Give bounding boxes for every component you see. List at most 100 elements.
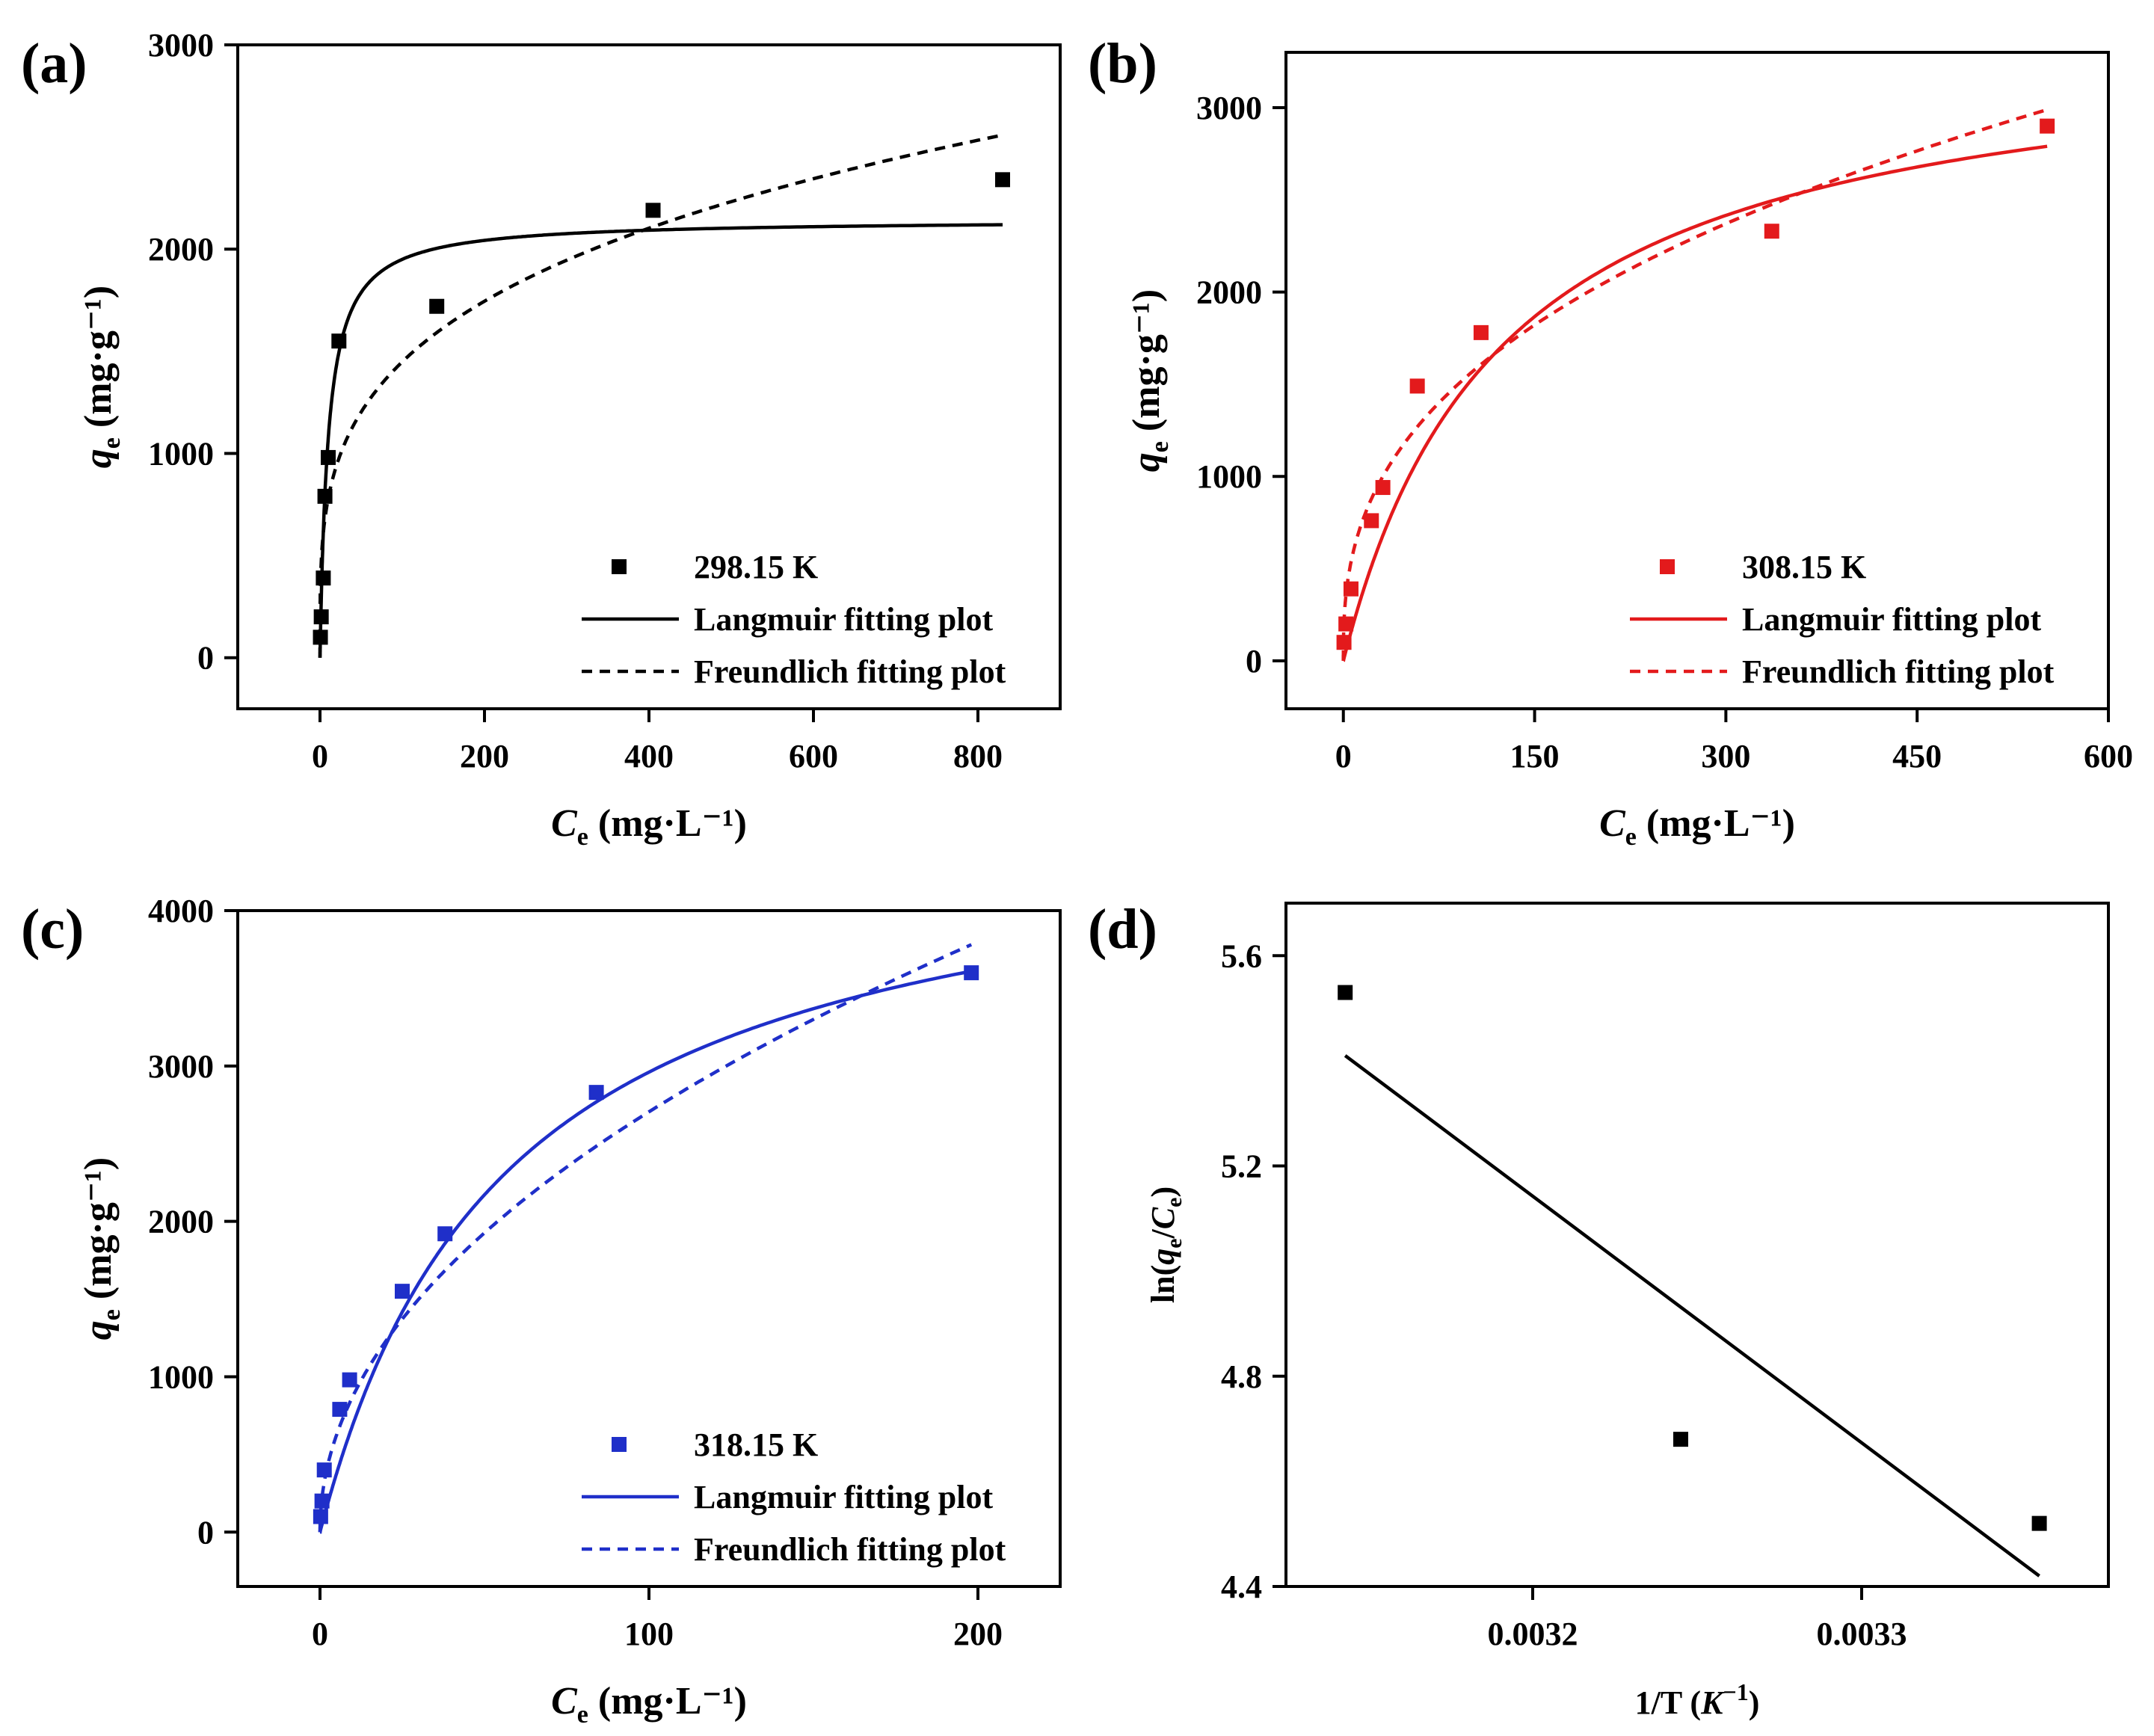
legend-label: 308.15 K [1742,549,1866,585]
y-axis-title: qe (mg·g⁻¹) [77,1157,126,1340]
x-tick-label: 0 [1335,738,1352,775]
langmuir-fit-line [1341,144,2048,662]
legend: 318.15 K Langmuir fitting plot Freundlich … [582,1426,1006,1568]
data-point [313,630,328,645]
data-point [316,1462,332,1478]
freundlich-fit-line [1341,108,2048,661]
data-point [331,333,347,349]
legend-label: Langmuir fitting plot [694,601,993,638]
y-tick-label: 1000 [1196,458,1262,495]
x-tick-label: 200 [460,738,509,775]
legend-label: Freundlich fitting plot [694,1531,1006,1568]
freundlich-fit-line [318,943,973,1533]
data-point [645,203,661,218]
legend-marker [612,559,627,574]
x-tick-label: 0 [312,1616,328,1652]
y-tick-label: 0 [197,1514,214,1551]
data-point [1473,324,1489,340]
data-point [1409,378,1425,394]
x-tick-label: 150 [1510,738,1560,775]
panel-label: (b) [1088,32,1157,95]
plot-area [1338,985,2047,1578]
data-point [1364,513,1379,529]
y-axis-title: qe (mg·g⁻¹) [77,286,126,468]
y-tick-label: 1000 [148,435,214,472]
legend-marker [612,1437,627,1452]
legend: 308.15 K Langmuir fitting plot Freundlich … [1630,549,2055,690]
panel-a: (a) 0 200 400 600 800 0 1000 2000 3000 Ce (mg·L⁻¹)… [21,27,1062,851]
legend-label: 298.15 K [694,549,818,585]
y-axis-title: qe (mg·g⁻¹) [1125,289,1174,472]
x-tick-label: 100 [624,1616,674,1652]
x-axis-title: Ce (mg·L⁻¹) [551,802,747,851]
legend-label: 318.15 K [694,1426,818,1463]
freundlich-fit-line [318,133,1003,658]
data-point [1375,480,1391,496]
x-tick-label: 0.0032 [1488,1616,1578,1652]
y-tick-label: 0 [197,640,214,677]
data-point [1336,635,1352,650]
legend: 298.15 K Langmuir fitting plot Freundlich … [582,549,1006,690]
data-point [964,965,979,981]
y-axis-title: ln(qe/Ce) [1145,1186,1187,1303]
panel-label: (d) [1088,898,1157,961]
plot-frame [1284,902,2110,1588]
data-point [437,1226,453,1242]
y-tick-label: 3000 [148,1048,214,1085]
langmuir-fit-line [318,223,1003,658]
y-tick-label: 4.8 [1221,1358,1262,1395]
panel-d: (d) 0.0032 0.0033 4.4 4.8 5.2 5.6 1/T (K−1) ln(q… [1088,898,2110,1721]
x-axis-title: 1/T (K−1) [1635,1678,1760,1721]
data-point [342,1372,357,1388]
y-tick-label: 0 [1246,643,1262,680]
data-point [395,1284,410,1299]
panel-b: (b) 0 150 300 450 600 0 1000 2000 3000 Ce (mg·L⁻¹)… [1088,32,2133,851]
plot-frame [1284,51,2110,710]
x-tick-label: 0 [312,738,328,775]
data-point [332,1402,348,1418]
legend-label: Langmuir fitting plot [694,1479,993,1515]
data-point [2031,1515,2047,1531]
x-tick-label: 600 [789,738,838,775]
y-tick-label: 4000 [148,893,214,929]
data-point [313,1509,328,1524]
panel-label: (a) [21,32,87,95]
y-tick-label: 3000 [1196,90,1262,126]
x-tick-label: 600 [2084,738,2133,775]
legend-label: Langmuir fitting plot [1742,601,2041,638]
data-point [1338,616,1354,632]
plot-area [1336,108,2055,662]
x-tick-label: 450 [1892,738,1942,775]
langmuir-fit-line [318,969,972,1534]
x-axis-title: Ce (mg·L⁻¹) [551,1680,747,1729]
x-axis-title: Ce (mg·L⁻¹) [1599,802,1795,851]
x-tick-label: 300 [1701,738,1750,775]
plot-area [313,133,1010,658]
x-tick-label: 0.0033 [1817,1616,1907,1652]
plot-area [313,943,979,1534]
data-point [429,298,445,314]
y-tick-label: 4.4 [1221,1569,1262,1605]
data-point [588,1085,604,1101]
legend-label: Freundlich fitting plot [694,653,1006,690]
data-point [1673,1432,1688,1447]
y-tick-label: 5.6 [1221,938,1262,974]
y-tick-label: 3000 [148,27,214,64]
x-tick-label: 400 [624,738,674,775]
panel-label: (c) [21,898,84,961]
data-point [1343,581,1358,597]
y-tick-label: 5.2 [1221,1148,1262,1185]
data-point [316,570,331,586]
y-tick-label: 2000 [148,1204,214,1240]
data-point [317,488,333,504]
y-tick-label: 2000 [148,231,214,268]
data-point [314,1493,330,1509]
data-point [2040,118,2055,134]
data-point [1764,224,1779,239]
data-point [313,609,329,625]
y-tick-label: 1000 [148,1358,214,1395]
y-tick-label: 2000 [1196,274,1262,311]
